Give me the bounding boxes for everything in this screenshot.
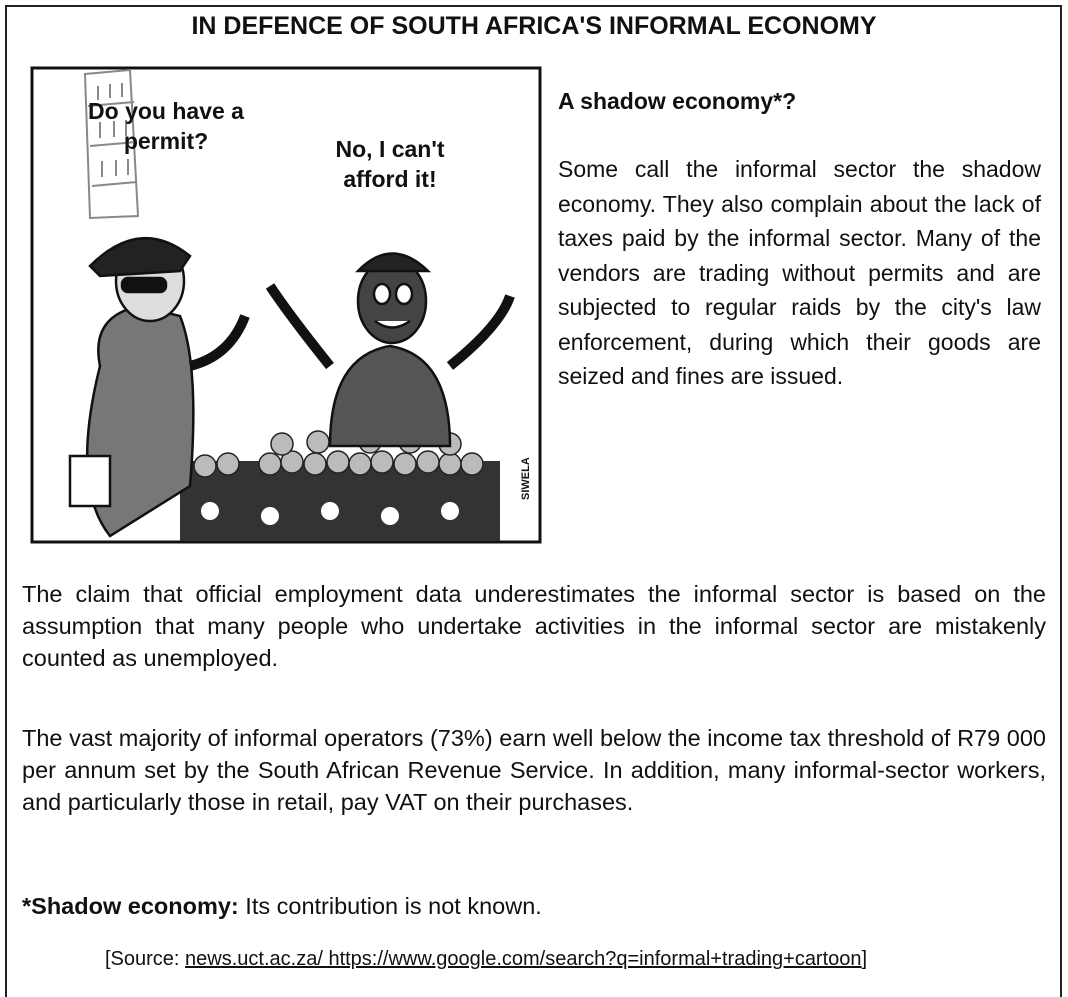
source: [Source: news.uct.ac.za/ https://www.goo…	[105, 948, 867, 971]
speech-officer: Do you have a permit?	[88, 98, 244, 154]
source-suffix: ]	[861, 948, 868, 970]
source-prefix: [Source:	[105, 948, 180, 970]
cartoon	[30, 66, 542, 544]
paragraph: The claim that official employment data …	[22, 581, 1046, 671]
title: IN DEFENCE OF SOUTH AFRICA'S INFORMAL EC…	[191, 12, 877, 40]
paragraph: The vast majority of informal operators …	[22, 725, 1046, 815]
border	[5, 5, 1062, 997]
signature: SIWELA	[520, 457, 532, 500]
footnote-text: Its contribution is not known.	[245, 893, 542, 919]
source-link: news.uct.ac.za/ https://www.google.com/s…	[185, 948, 862, 970]
sidebar-heading: A shadow economy*?	[558, 88, 797, 114]
footnote-term: *Shadow economy:	[22, 893, 239, 919]
speech-vendor: No, I can't afford it!	[335, 136, 445, 192]
footnote: *Shadow economy: Its contribution is not…	[22, 893, 542, 920]
sidebar-text: Some call the informal sector the shadow…	[558, 156, 1041, 389]
